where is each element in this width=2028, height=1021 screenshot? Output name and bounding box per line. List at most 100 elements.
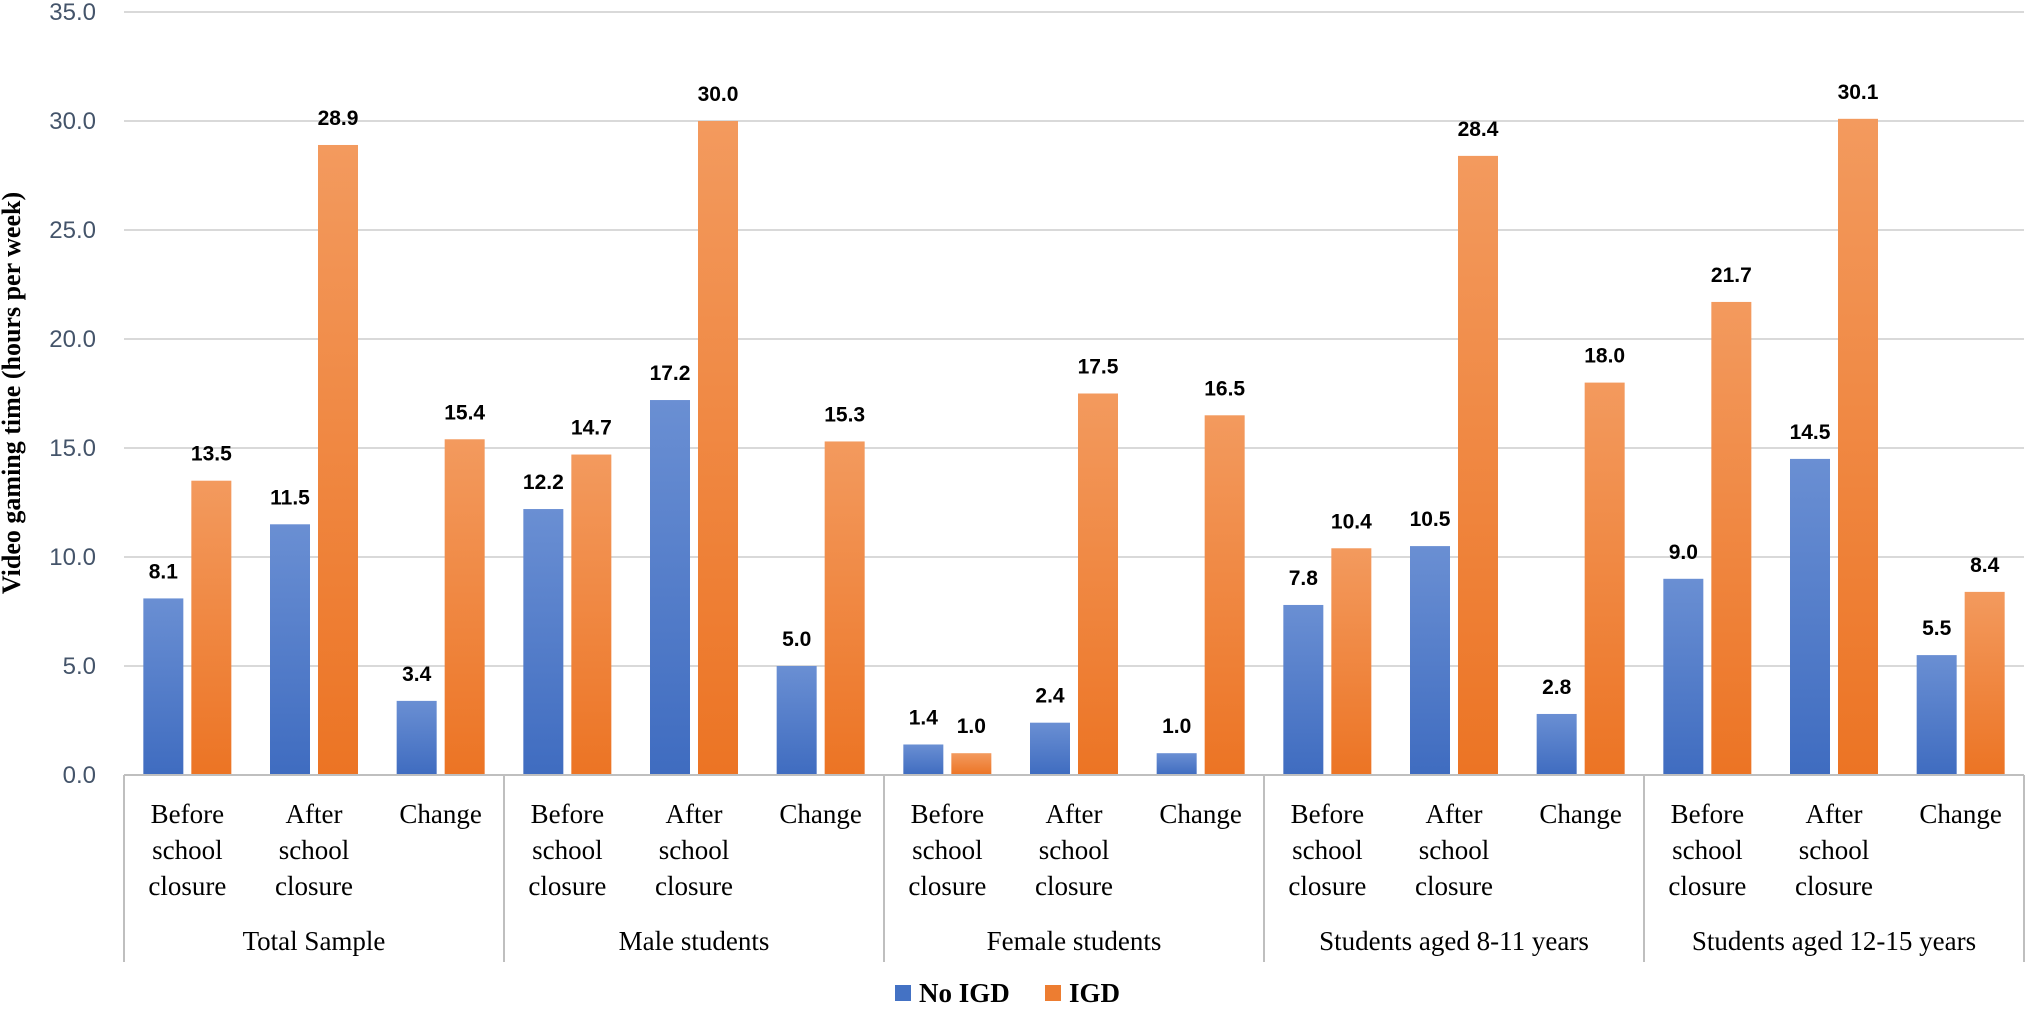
data-label: 1.4 (909, 706, 939, 729)
y-tick-label: 30.0 (49, 108, 96, 135)
y-tick-label: 5.0 (63, 653, 96, 680)
data-label: 5.0 (782, 628, 811, 651)
bar-igd (1331, 548, 1372, 775)
data-label: 14.5 (1790, 421, 1831, 444)
bar-no-igd (776, 666, 817, 775)
x-group-label: Female students (987, 926, 1162, 956)
x-category-label: Change (1159, 799, 1241, 829)
data-label: 13.5 (191, 443, 232, 466)
data-label: 3.4 (402, 663, 432, 686)
legend-label-no-igd: No IGD (919, 978, 1010, 1008)
bar-igd (571, 454, 612, 775)
data-label: 12.2 (523, 471, 564, 494)
data-label: 28.4 (1458, 118, 1499, 141)
data-label: 9.0 (1669, 541, 1698, 564)
y-tick-label: 10.0 (49, 544, 96, 571)
data-label: 1.0 (957, 715, 986, 738)
data-label: 2.8 (1542, 676, 1572, 699)
data-label: 17.5 (1078, 356, 1119, 379)
y-tick-label: 20.0 (49, 326, 96, 353)
data-label: 21.7 (1711, 264, 1752, 287)
data-labels: 8.1 13.5 11.5 28.9 3.4 15.4 12.2 14.7 17.2 30.0 5.… (149, 81, 2000, 738)
x-category-label: Before school closure (528, 799, 606, 901)
bar-igd (1711, 301, 1752, 775)
bar-igd (191, 480, 232, 775)
x-category-label: Change (779, 799, 861, 829)
x-category-label: Change (1919, 799, 2001, 829)
data-label: 5.5 (1922, 617, 1952, 640)
data-label: 15.4 (444, 401, 485, 424)
data-label: 16.5 (1204, 377, 1245, 400)
bar-no-igd (1790, 458, 1830, 775)
bar-igd (824, 441, 865, 775)
data-label: 2.4 (1035, 685, 1065, 708)
bar-igd (444, 439, 485, 775)
bars (143, 118, 2005, 776)
legend-swatch-igd (1045, 985, 1061, 1001)
bar-no-igd (1030, 722, 1070, 775)
x-category-label: Before school closure (908, 799, 986, 901)
data-label: 8.1 (149, 560, 179, 583)
data-label: 8.4 (1970, 554, 2000, 577)
bar-igd (318, 144, 358, 776)
bar-igd (698, 121, 738, 775)
y-tick-label: 25.0 (49, 217, 96, 244)
data-label: 30.1 (1838, 81, 1879, 104)
gridlines (124, 11, 2024, 667)
y-axis-title: Video gaming time (hours per week) (0, 192, 26, 594)
data-label: 30.0 (698, 83, 739, 106)
bar-no-igd (903, 744, 944, 775)
x-category-label: After school closure (1035, 799, 1113, 901)
x-category-label: After school closure (275, 799, 353, 901)
bar-igd (1964, 591, 2005, 775)
x-category-label: After school closure (1795, 799, 1873, 901)
data-label: 1.0 (1162, 715, 1191, 738)
bar-no-igd (1536, 713, 1577, 775)
legend: No IGD IGD (895, 978, 1120, 1008)
x-category-label: Before school closure (148, 799, 226, 901)
x-category-label: Change (399, 799, 481, 829)
y-tick-label: 0.0 (63, 762, 96, 789)
data-label: 11.5 (270, 486, 310, 509)
y-tick-label: 35.0 (49, 0, 96, 26)
data-label: 7.8 (1289, 567, 1319, 590)
bar-no-igd (523, 509, 564, 775)
x-category-label: After school closure (655, 799, 733, 901)
x-category-label: Before school closure (1288, 799, 1366, 901)
data-label: 10.5 (1410, 508, 1451, 531)
x-group-label: Students aged 8-11 years (1319, 926, 1589, 956)
y-axis-ticks: 0.0 5.0 10.0 15.0 20.0 25.0 30.0 35.0 (49, 0, 96, 789)
data-label: 17.2 (650, 362, 691, 385)
x-group-label: Students aged 12-15 years (1692, 926, 1976, 956)
x-category-label: After school closure (1415, 799, 1493, 901)
bar-no-igd (270, 524, 310, 775)
data-label: 14.7 (571, 417, 612, 440)
x-axis: Before school closure After school closure Cha… (123, 774, 2025, 962)
data-label: 28.9 (318, 107, 359, 130)
bar-igd (951, 753, 992, 775)
data-label: 10.4 (1331, 510, 1372, 533)
bar-no-igd (1410, 546, 1450, 775)
legend-label-igd: IGD (1069, 978, 1120, 1008)
data-label: 15.3 (824, 403, 865, 426)
bar-no-igd (1156, 753, 1197, 775)
bar-no-igd (1283, 604, 1324, 775)
bar-igd (1204, 415, 1245, 775)
y-tick-label: 15.0 (49, 435, 96, 462)
bar-no-igd (1663, 578, 1704, 775)
x-group-label: Male students (619, 926, 770, 956)
bar-igd (1584, 382, 1625, 775)
bar-no-igd (396, 700, 437, 775)
bar-igd (1458, 155, 1498, 775)
bar-no-igd (143, 598, 184, 775)
x-category-label: Change (1539, 799, 1621, 829)
bar-igd (1838, 118, 1878, 775)
data-label: 18.0 (1584, 345, 1625, 368)
x-category-label: Before school closure (1668, 799, 1746, 901)
bar-no-igd (1916, 655, 1957, 775)
legend-swatch-no-igd (895, 985, 911, 1001)
x-group-label: Total Sample (243, 926, 386, 956)
bar-igd (1078, 393, 1118, 775)
